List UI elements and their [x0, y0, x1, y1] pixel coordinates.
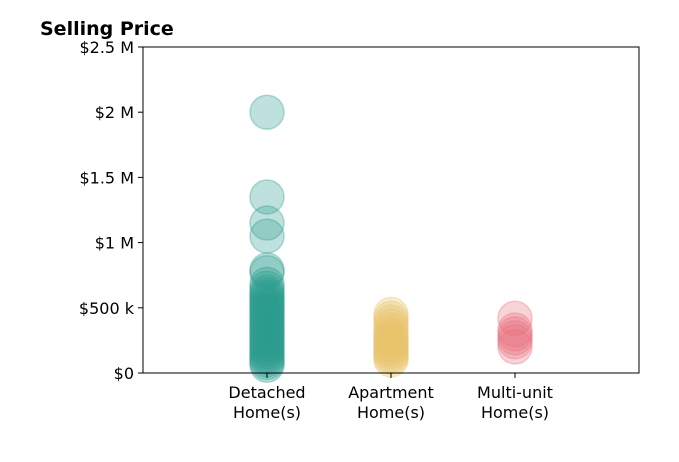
data-point [373, 316, 409, 352]
y-tick-label: $1 M [95, 234, 134, 253]
data-point [497, 320, 533, 356]
data-point [497, 312, 533, 348]
data-point [249, 347, 285, 383]
data-point [373, 308, 409, 344]
y-axis: $0 $500 k $1 M $1.5 M $2 M $2.5 M [79, 38, 143, 383]
data-point [373, 304, 409, 340]
data-point [249, 287, 285, 323]
data-point [249, 313, 285, 350]
data-point [249, 254, 285, 291]
data-point [249, 218, 285, 254]
data-point [249, 316, 285, 352]
data-point [249, 270, 285, 306]
data-point [249, 284, 285, 321]
data-point [497, 329, 533, 365]
data-point [249, 334, 285, 370]
data-points [249, 94, 533, 383]
x-tick-label: Home(s) [233, 403, 301, 422]
data-point [249, 274, 285, 310]
data-point [249, 321, 285, 357]
data-point [373, 326, 409, 363]
data-point [249, 282, 285, 318]
data-point [249, 308, 285, 344]
x-tick-label: Home(s) [357, 403, 425, 422]
data-point [249, 318, 285, 355]
data-point [249, 305, 285, 342]
data-point [373, 329, 409, 365]
data-point [373, 342, 409, 378]
x-tick-label: Apartment [348, 383, 434, 402]
data-point [249, 295, 285, 331]
data-point [249, 323, 285, 360]
data-point [249, 94, 285, 130]
data-point [497, 323, 533, 360]
data-point [373, 312, 409, 348]
x-tick-label: Detached [228, 383, 305, 402]
data-point [249, 290, 285, 326]
data-point [373, 331, 409, 368]
y-tick-label: $500 k [79, 299, 135, 318]
y-tick-label: $2.5 M [79, 38, 134, 57]
data-point [249, 279, 285, 316]
data-point [373, 323, 409, 360]
data-point [249, 336, 285, 373]
data-point [249, 252, 285, 288]
data-point [373, 318, 409, 355]
data-point [249, 297, 285, 334]
data-point [373, 336, 409, 373]
data-point [497, 316, 533, 352]
y-tick-label: $1.5 M [79, 168, 134, 187]
data-point [249, 277, 285, 313]
data-point [373, 321, 409, 357]
data-point [249, 326, 285, 363]
y-tick-label: $2 M [95, 103, 134, 122]
data-point [249, 303, 285, 339]
data-point [249, 300, 285, 336]
data-point [373, 334, 409, 370]
data-point [249, 205, 285, 241]
data-point [249, 292, 285, 329]
data-point [249, 331, 285, 368]
chart-title: Selling Price [40, 18, 174, 40]
plot-frame [142, 46, 640, 374]
data-point [249, 179, 285, 215]
data-point [249, 266, 285, 303]
data-point [497, 300, 533, 336]
data-point [249, 310, 285, 347]
x-tick-label: Home(s) [481, 403, 549, 422]
data-point [249, 329, 285, 365]
data-point [373, 300, 409, 336]
x-axis: DetachedHome(s)ApartmentHome(s)Multi-uni… [228, 373, 553, 422]
y-tick-label: $0 [114, 364, 134, 383]
data-point [249, 344, 285, 381]
data-point [373, 296, 409, 333]
x-tick-label: Multi-unit [477, 383, 553, 402]
